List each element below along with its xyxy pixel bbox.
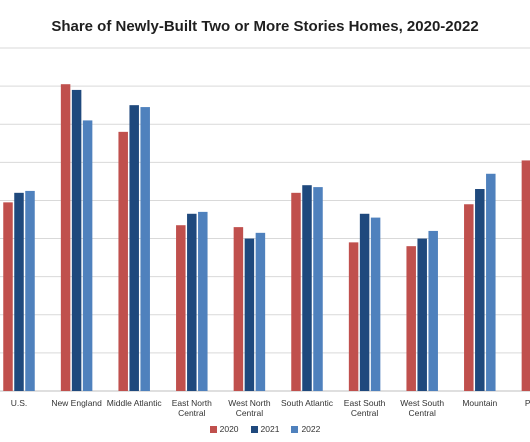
category-label: New England xyxy=(51,398,102,408)
bar-2020-0 xyxy=(3,202,13,391)
bar-2020-6 xyxy=(348,242,359,391)
bar-2021-2 xyxy=(129,105,139,392)
bar-2021-4 xyxy=(244,238,255,391)
bars xyxy=(3,84,530,392)
bar-2021-5 xyxy=(302,185,312,391)
bar-2021-6 xyxy=(359,213,370,391)
category-label: West South Central xyxy=(400,398,444,418)
legend-swatch xyxy=(291,425,299,433)
legend-swatch xyxy=(250,425,258,433)
bar-2020-1 xyxy=(60,84,71,391)
bar-2022-7 xyxy=(428,230,438,391)
bar-2021-0 xyxy=(14,192,24,391)
bar-2022-4 xyxy=(255,232,266,391)
bar-2020-5 xyxy=(291,192,301,391)
legend-label: 2021 xyxy=(260,424,280,434)
bar-2020-2 xyxy=(118,131,128,391)
bar-2022-0 xyxy=(25,190,35,391)
bar-2021-7 xyxy=(417,238,427,391)
bar-2022-1 xyxy=(82,120,93,392)
legend-label: 2020 xyxy=(219,424,239,434)
bar-2022-2 xyxy=(140,107,150,392)
bar-2020-7 xyxy=(406,246,416,391)
legend: 2020 2021 2022 xyxy=(0,424,530,434)
bar-2022-8 xyxy=(486,173,496,391)
category-label: East South Central xyxy=(344,398,386,418)
bar-2020-9 xyxy=(521,160,530,391)
bar-2020-8 xyxy=(464,204,474,391)
legend-item-2020: 2020 xyxy=(209,424,239,434)
legend-label: 2022 xyxy=(301,424,321,434)
bar-2022-6 xyxy=(370,217,381,391)
category-labels: U.S. New England Middle Atlantic East North… xyxy=(11,398,530,418)
category-label: Middle Atlantic xyxy=(107,398,163,408)
bar-2021-3 xyxy=(187,213,197,391)
category-label: East North Central xyxy=(172,398,212,418)
category-label: West North Central xyxy=(228,398,271,418)
category-label: U.S. xyxy=(11,398,28,408)
bar-2022-5 xyxy=(313,187,323,391)
chart-title: Share of Newly-Built Two or More Stories… xyxy=(51,18,479,35)
category-label: South Atlantic xyxy=(281,398,334,408)
bar-2022-3 xyxy=(198,211,208,391)
bar-2021-1 xyxy=(71,89,82,391)
bar-2021-8 xyxy=(475,189,485,391)
bar-2020-4 xyxy=(233,227,244,391)
legend-swatch xyxy=(209,425,217,433)
bar-2020-3 xyxy=(176,225,186,391)
category-label: Mountain xyxy=(462,398,497,408)
legend-item-2021: 2021 xyxy=(250,424,280,434)
category-label: Pacific xyxy=(525,398,530,408)
legend-item-2022: 2022 xyxy=(291,424,320,434)
